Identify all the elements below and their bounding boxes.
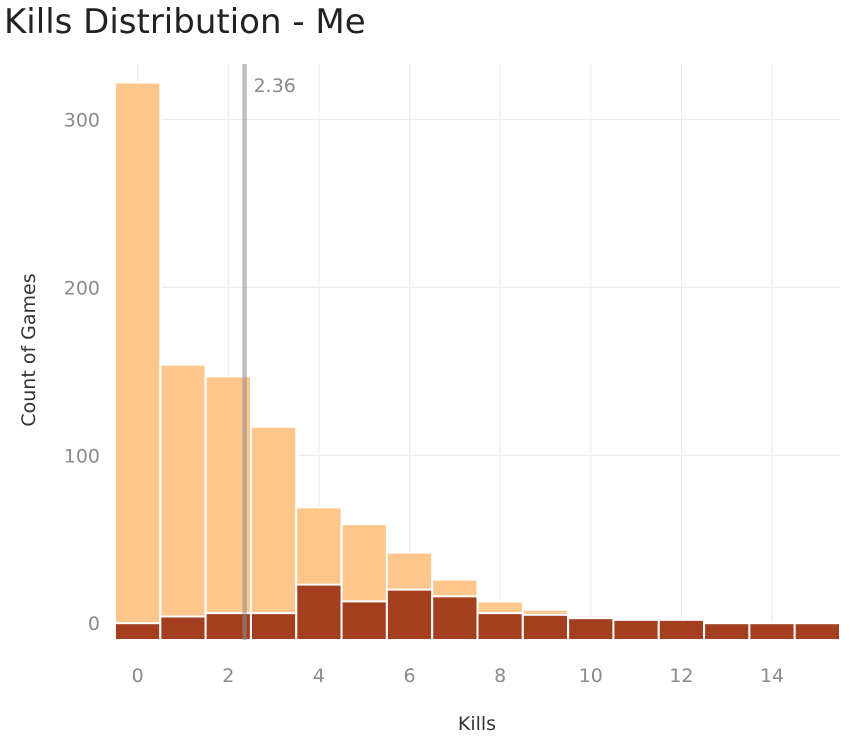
- mean-label: 2.36: [254, 75, 296, 97]
- bar-highlight: [748, 622, 796, 641]
- y-tick-label: 0: [88, 613, 100, 635]
- x-tick-label: 0: [132, 665, 144, 687]
- x-tick-label: 4: [313, 665, 325, 687]
- bar-highlight: [476, 612, 524, 642]
- x-tick-label: 14: [760, 665, 784, 687]
- bar-highlight: [340, 600, 388, 642]
- x-tick-label: 12: [669, 665, 693, 687]
- x-tick-label: 2: [222, 665, 234, 687]
- bar-total: [114, 81, 162, 642]
- y-tick-label: 200: [64, 277, 100, 299]
- bar-highlight: [521, 613, 570, 641]
- y-tick-label: 300: [64, 109, 100, 131]
- bars-highlight: [114, 583, 841, 642]
- y-axis-label: Count of Games: [18, 273, 40, 426]
- x-tick-label: 10: [579, 665, 603, 687]
- bar-highlight: [159, 615, 207, 642]
- x-axis-ticks: 0 2 4 6 8 10 12 14: [132, 665, 785, 687]
- bar-highlight: [114, 622, 162, 641]
- bar-highlight: [703, 622, 751, 641]
- y-tick-label: 100: [64, 445, 100, 467]
- bar-highlight: [657, 618, 706, 641]
- bar-highlight: [249, 612, 298, 642]
- bar-highlight: [431, 595, 479, 642]
- bar-total: [159, 363, 207, 641]
- bar-highlight: [567, 617, 615, 641]
- bar-highlight: [295, 583, 343, 641]
- y-axis-ticks: 0 100 200 300: [64, 109, 100, 635]
- bar-highlight: [385, 588, 434, 641]
- bar-highlight: [793, 622, 841, 641]
- x-axis-label: Kills: [458, 713, 496, 735]
- bars-total: [114, 81, 841, 642]
- bar-total: [249, 425, 298, 641]
- x-tick-label: 8: [494, 665, 506, 687]
- x-tick-label: 6: [403, 665, 415, 687]
- chart-title: Kills Distribution - Me: [4, 2, 366, 42]
- bar-highlight: [612, 618, 660, 641]
- mean-reference: 2.36: [242, 64, 296, 640]
